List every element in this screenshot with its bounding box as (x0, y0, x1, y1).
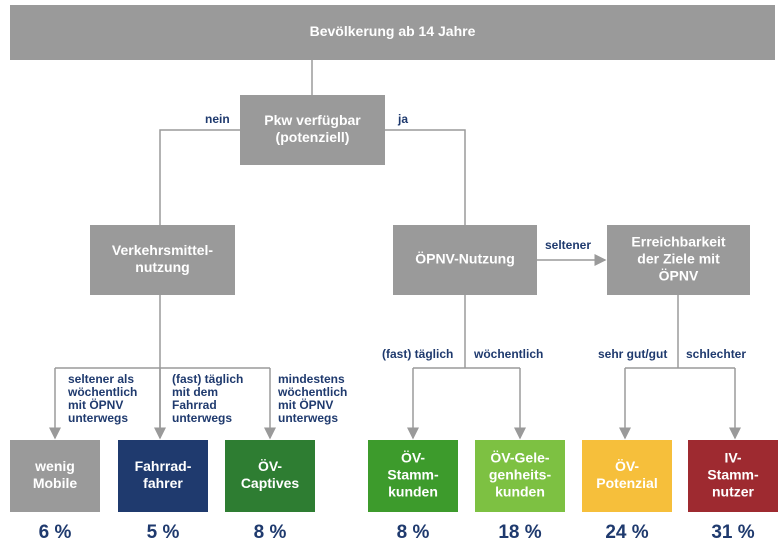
share: 8 % (397, 522, 430, 543)
connectors (49, 60, 741, 440)
box (90, 225, 235, 295)
box-label: ÖPNV-Nutzung (415, 251, 515, 267)
box-label: kunden (495, 484, 545, 500)
box-label: ÖV- (615, 458, 639, 474)
edge-label: wöchentlich (67, 385, 137, 399)
box (582, 440, 672, 512)
box-label: Potenzial (596, 475, 657, 491)
box-label: kunden (388, 484, 438, 500)
edge-label: sehr gut/gut (598, 347, 667, 361)
edge-label: unterwegs (68, 411, 128, 425)
box (368, 440, 458, 512)
box (10, 5, 775, 60)
box (225, 440, 315, 512)
share: 6 % (39, 522, 72, 543)
box-label: nutzung (135, 259, 189, 275)
edge-label: Fahrrad (172, 398, 217, 412)
box (607, 225, 750, 295)
box-label: Verkehrsmittel- (112, 242, 213, 258)
box-label: Erreichbarkeit (631, 234, 725, 250)
box-label: ÖV- (258, 458, 282, 474)
edge-label: mindestens (278, 372, 345, 386)
box (475, 440, 565, 512)
box-label: Captives (241, 475, 300, 491)
edge-label: ja (397, 112, 408, 126)
box-label: der Ziele mit (637, 251, 720, 267)
box-label: ÖV- (401, 450, 425, 466)
edge-label: mit dem (172, 385, 218, 399)
edge-label: nein (205, 112, 230, 126)
box-label: Stamm- (387, 467, 439, 483)
box (118, 440, 208, 512)
edge-label: wöchentlich (473, 347, 543, 361)
box-label: fahrer (143, 475, 183, 491)
share: 24 % (605, 522, 648, 543)
box-label: nutzer (712, 484, 755, 500)
edge-label: mit ÖPNV (278, 397, 333, 412)
box-label: Mobile (33, 475, 78, 491)
box-label: ÖPNV (659, 268, 699, 284)
box-label: IV- (724, 450, 741, 466)
box-label: (potenziell) (276, 129, 350, 145)
share: 18 % (498, 522, 541, 543)
edge-label: (fast) täglich (382, 347, 453, 361)
box (240, 95, 385, 165)
edge-label: unterwegs (172, 411, 232, 425)
box (10, 440, 100, 512)
share: 31 % (711, 522, 754, 543)
box-label: Fahrrad- (135, 458, 192, 474)
box-label: Stamm- (707, 467, 759, 483)
box-label: ÖV-Gele- (490, 450, 549, 466)
edge-label: schlechter (686, 347, 746, 361)
share: 8 % (254, 522, 287, 543)
box-label: wenig (34, 458, 75, 474)
edge-label: (fast) täglich (172, 372, 243, 386)
box-label: Pkw verfügbar (264, 112, 361, 128)
box-label: genheits- (489, 467, 552, 483)
share: 5 % (147, 522, 180, 543)
edge-label: seltener als (68, 372, 134, 386)
box-label: Bevölkerung ab 14 Jahre (310, 23, 476, 39)
box (393, 225, 537, 295)
edge-label: unterwegs (278, 411, 338, 425)
edge-label: wöchentlich (277, 385, 347, 399)
edge-label: seltener (545, 238, 591, 252)
edge-label: mit ÖPNV (68, 397, 123, 412)
box (688, 440, 778, 512)
